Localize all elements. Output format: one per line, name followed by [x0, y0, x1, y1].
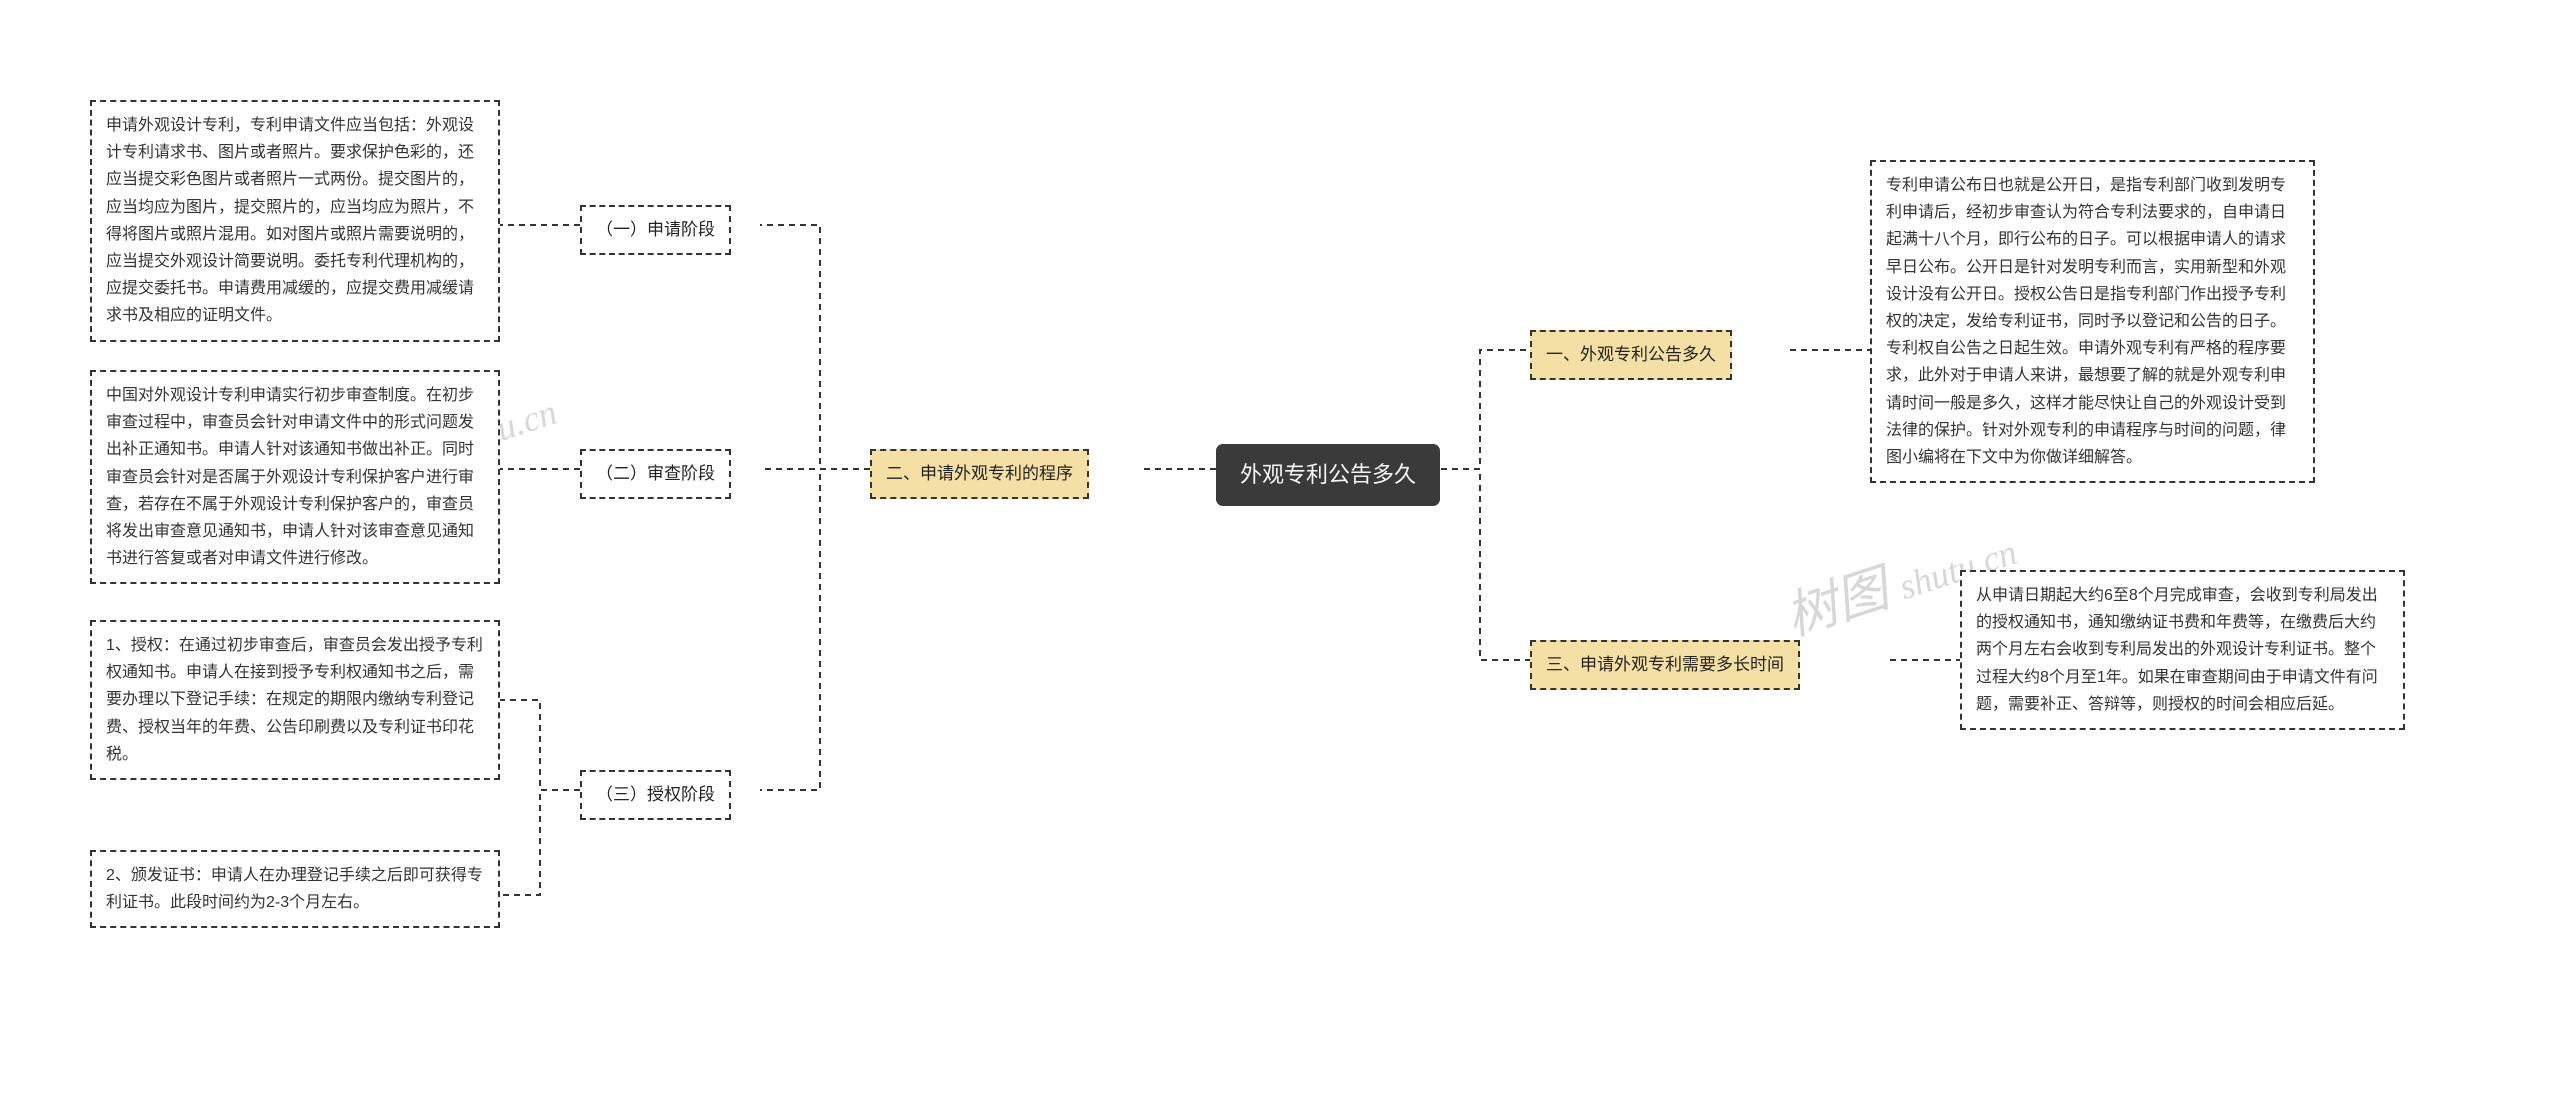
stage-3[interactable]: （三）授权阶段	[580, 770, 731, 820]
branch-3-detail: 从申请日期起大约6至8个月完成审查，会收到专利局发出的授权通知书，通知缴纳证书费…	[1960, 570, 2405, 730]
root-label: 外观专利公告多久	[1240, 462, 1416, 487]
branch-1-detail: 专利申请公布日也就是公开日，是指专利部门收到发明专利申请后，经初步审查认为符合专…	[1870, 160, 2315, 483]
stage-2-label: （二）审查阶段	[596, 464, 715, 483]
branch-3[interactable]: 三、申请外观专利需要多长时间	[1530, 640, 1800, 690]
branch-3-detail-text: 从申请日期起大约6至8个月完成审查，会收到专利局发出的授权通知书，通知缴纳证书费…	[1976, 587, 2378, 713]
stage-1-label: （一）申请阶段	[596, 220, 715, 239]
stage-3-label: （三）授权阶段	[596, 785, 715, 804]
watermark-2-main: 树图	[1779, 561, 1896, 647]
stage-1[interactable]: （一）申请阶段	[580, 205, 731, 255]
branch-2[interactable]: 二、申请外观专利的程序	[870, 449, 1089, 499]
stage-3-detail-2-text: 2、颁发证书：申请人在办理登记手续之后即可获得专利证书。此段时间约为2-3个月左…	[106, 867, 483, 911]
branch-2-label: 二、申请外观专利的程序	[886, 464, 1073, 483]
stage-2[interactable]: （二）审查阶段	[580, 449, 731, 499]
stage-3-detail-1-text: 1、授权：在通过初步审查后，审查员会发出授予专利权通知书。申请人在接到授予专利权…	[106, 637, 483, 763]
branch-1-label: 一、外观专利公告多久	[1546, 345, 1716, 364]
branch-1[interactable]: 一、外观专利公告多久	[1530, 330, 1732, 380]
stage-2-detail-text: 中国对外观设计专利申请实行初步审查制度。在初步审查过程中，审查员会针对申请文件中…	[106, 387, 474, 567]
branch-1-detail-text: 专利申请公布日也就是公开日，是指专利部门收到发明专利申请后，经初步审查认为符合专…	[1886, 177, 2286, 466]
stage-3-detail-2: 2、颁发证书：申请人在办理登记手续之后即可获得专利证书。此段时间约为2-3个月左…	[90, 850, 500, 928]
branch-3-label: 三、申请外观专利需要多长时间	[1546, 655, 1784, 674]
stage-2-detail: 中国对外观设计专利申请实行初步审查制度。在初步审查过程中，审查员会针对申请文件中…	[90, 370, 500, 584]
stage-1-detail: 申请外观设计专利，专利申请文件应当包括：外观设计专利请求书、图片或者照片。要求保…	[90, 100, 500, 342]
stage-1-detail-text: 申请外观设计专利，专利申请文件应当包括：外观设计专利请求书、图片或者照片。要求保…	[106, 117, 474, 324]
root-node[interactable]: 外观专利公告多久	[1216, 444, 1440, 506]
stage-3-detail-1: 1、授权：在通过初步审查后，审查员会发出授予专利权通知书。申请人在接到授予专利权…	[90, 620, 500, 780]
